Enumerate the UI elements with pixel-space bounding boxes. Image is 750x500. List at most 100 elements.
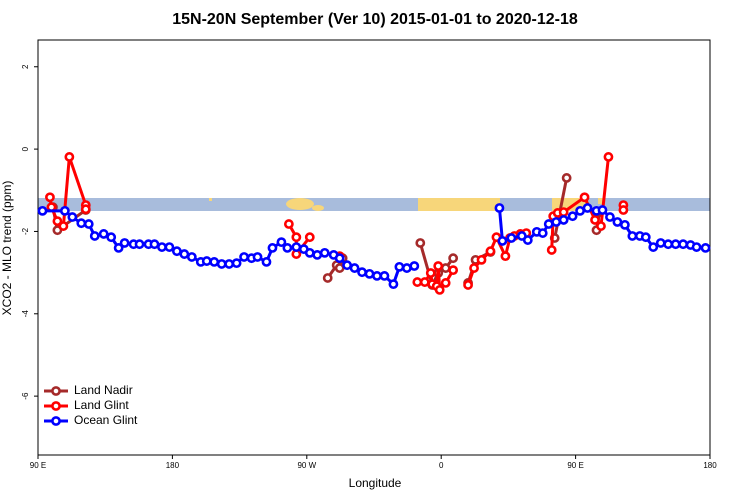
data-point: [469, 263, 479, 273]
data-point: [575, 205, 585, 216]
data-point: [304, 247, 315, 258]
x-tick-label: 90 W: [297, 461, 316, 470]
data-point: [612, 217, 623, 227]
y-tick-label: 0: [21, 146, 30, 151]
data-point: [579, 192, 590, 203]
data-point: [582, 203, 593, 213]
y-tick-label: -4: [21, 310, 30, 318]
data-point: [349, 263, 360, 273]
data-point: [605, 212, 615, 222]
data-point: [448, 265, 459, 276]
data-point: [546, 245, 557, 255]
land-strip: [209, 198, 212, 201]
data-point: [522, 235, 533, 245]
data-point: [603, 152, 614, 162]
data-point: [618, 205, 629, 215]
data-point: [409, 261, 420, 271]
data-point: [342, 260, 353, 271]
data-point: [567, 211, 578, 222]
data-point: [261, 257, 272, 267]
data-point: [134, 239, 145, 250]
data-point: [485, 246, 496, 257]
data-point: [663, 239, 674, 250]
data-point: [52, 216, 63, 227]
data-point: [440, 263, 451, 273]
data-point: [186, 252, 197, 262]
data-point: [357, 267, 367, 278]
data-point: [558, 215, 569, 225]
x-tick-label: 180: [166, 461, 180, 470]
land-strip: [598, 198, 604, 204]
data-point: [440, 278, 451, 288]
data-point: [537, 228, 548, 238]
data-point: [463, 280, 473, 290]
data-point: [433, 261, 444, 271]
data-point: [670, 239, 681, 250]
data-point: [597, 205, 608, 215]
y-axis-label: XCO2 - MLO trend (ppm): [0, 181, 14, 316]
data-point: [283, 219, 294, 229]
legend-marker: [51, 416, 61, 426]
x-tick-label: 90 E: [567, 461, 583, 470]
data-point: [209, 257, 220, 267]
data-point: [80, 204, 91, 215]
data-point: [394, 261, 405, 272]
data-point: [412, 277, 423, 287]
data-point: [543, 219, 554, 229]
data-point: [678, 239, 689, 250]
data-point: [291, 242, 302, 252]
data-point: [640, 232, 651, 243]
land-strip: [418, 198, 500, 211]
data-point: [506, 233, 517, 243]
data-point: [64, 152, 75, 162]
data-point: [322, 273, 333, 283]
data-point: [37, 205, 48, 216]
data-point: [113, 243, 124, 253]
data-point: [76, 218, 87, 229]
data-point: [476, 254, 487, 265]
y-tick-label: -6: [21, 392, 30, 400]
data-point: [149, 239, 160, 250]
x-tick-label: 90 E: [30, 461, 46, 470]
data-point: [231, 258, 242, 269]
data-point: [388, 279, 399, 290]
land-strip: [312, 205, 324, 211]
data-point: [561, 173, 572, 183]
legend-marker: [51, 386, 61, 396]
data-point: [171, 246, 182, 257]
data-point: [67, 212, 78, 222]
x-tick-label: 0: [439, 461, 444, 470]
y-tick-label: 2: [21, 64, 30, 69]
data-point: [372, 271, 382, 281]
map-strip: [38, 198, 710, 211]
data-point: [700, 243, 711, 253]
x-axis-label: Longitude: [349, 476, 402, 490]
data-point: [157, 242, 167, 252]
data-point: [119, 238, 130, 248]
data-point: [497, 236, 508, 246]
data-point: [267, 243, 278, 253]
data-point: [106, 232, 117, 243]
data-point: [596, 221, 606, 231]
data-point: [164, 242, 175, 252]
data-point: [291, 232, 302, 243]
data-point: [691, 242, 702, 252]
data-point: [98, 229, 109, 239]
legend-marker: [51, 401, 61, 411]
chart-title: 15N-20N September (Ver 10) 2015-01-01 to…: [172, 11, 578, 28]
data-point: [319, 247, 330, 258]
data-point: [224, 259, 235, 269]
data-point: [312, 250, 323, 260]
data-point: [448, 253, 459, 264]
data-point: [179, 249, 190, 259]
data-point: [558, 207, 569, 217]
series: [37, 203, 711, 290]
x-tick-label: 180: [703, 461, 717, 470]
data-point: [334, 253, 345, 264]
data-point: [364, 268, 375, 279]
legend-label: Ocean Glint: [74, 413, 138, 427]
land-strip: [286, 198, 314, 210]
data-point: [494, 203, 505, 213]
data-point: [590, 215, 600, 225]
